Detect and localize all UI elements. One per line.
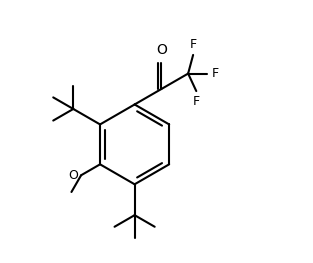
Text: F: F	[211, 67, 218, 80]
Text: O: O	[156, 43, 167, 57]
Text: O: O	[69, 169, 79, 182]
Text: F: F	[190, 38, 197, 51]
Text: F: F	[193, 95, 200, 108]
